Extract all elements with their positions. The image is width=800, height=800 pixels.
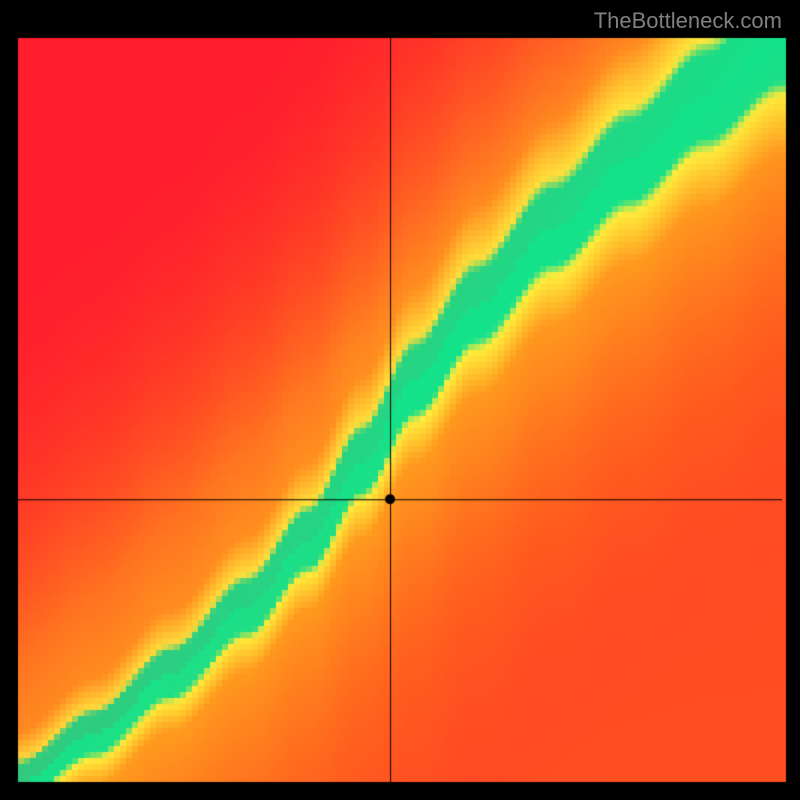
watermark-text: TheBottleneck.com <box>594 8 782 34</box>
chart-container: TheBottleneck.com <box>0 0 800 800</box>
bottleneck-heatmap <box>0 0 800 800</box>
